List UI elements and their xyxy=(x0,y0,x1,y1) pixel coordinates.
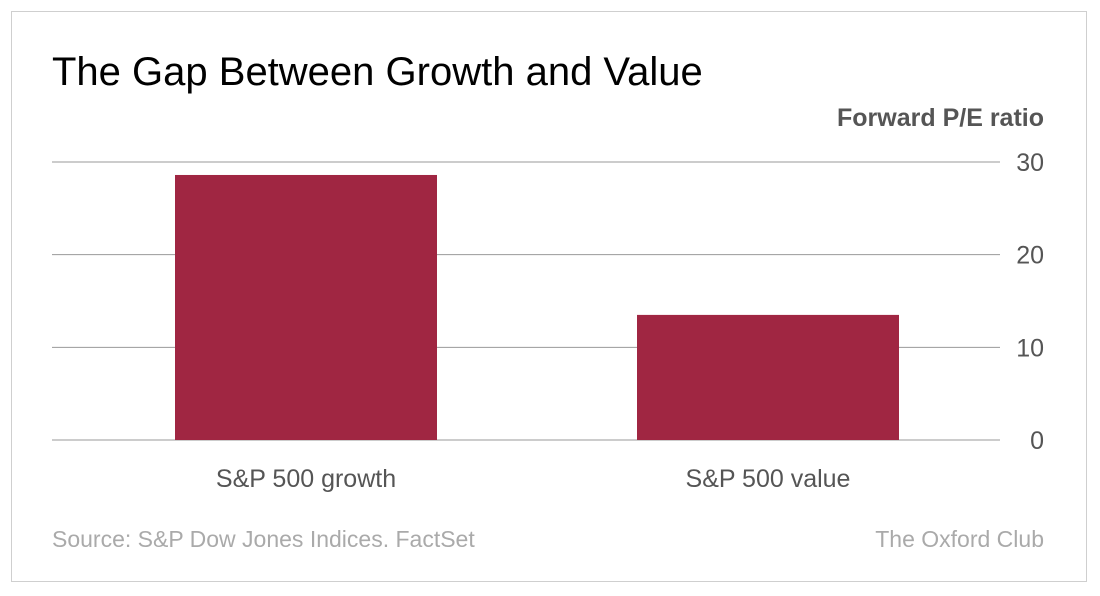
y-axis-label: Forward P/E ratio xyxy=(837,104,1044,132)
chart-title: The Gap Between Growth and Value xyxy=(52,50,703,94)
brand-credit: The Oxford Club xyxy=(875,526,1044,552)
y-tick-labels: 0 10 20 30 xyxy=(1016,149,1044,455)
y-tick-label: 20 xyxy=(1016,242,1044,270)
bars xyxy=(175,174,899,440)
bar xyxy=(637,314,899,440)
x-tick-label: S&P 500 value xyxy=(686,465,851,493)
y-tick-label: 10 xyxy=(1016,334,1044,362)
y-tick-label: 0 xyxy=(1030,427,1044,455)
x-tick-label: S&P 500 growth xyxy=(216,465,396,493)
source-note: Source: S&P Dow Jones Indices. FactSet xyxy=(52,526,475,552)
y-tick-label: 30 xyxy=(1016,149,1044,177)
bar xyxy=(175,174,437,440)
x-tick-labels: S&P 500 growth S&P 500 value xyxy=(216,465,851,493)
